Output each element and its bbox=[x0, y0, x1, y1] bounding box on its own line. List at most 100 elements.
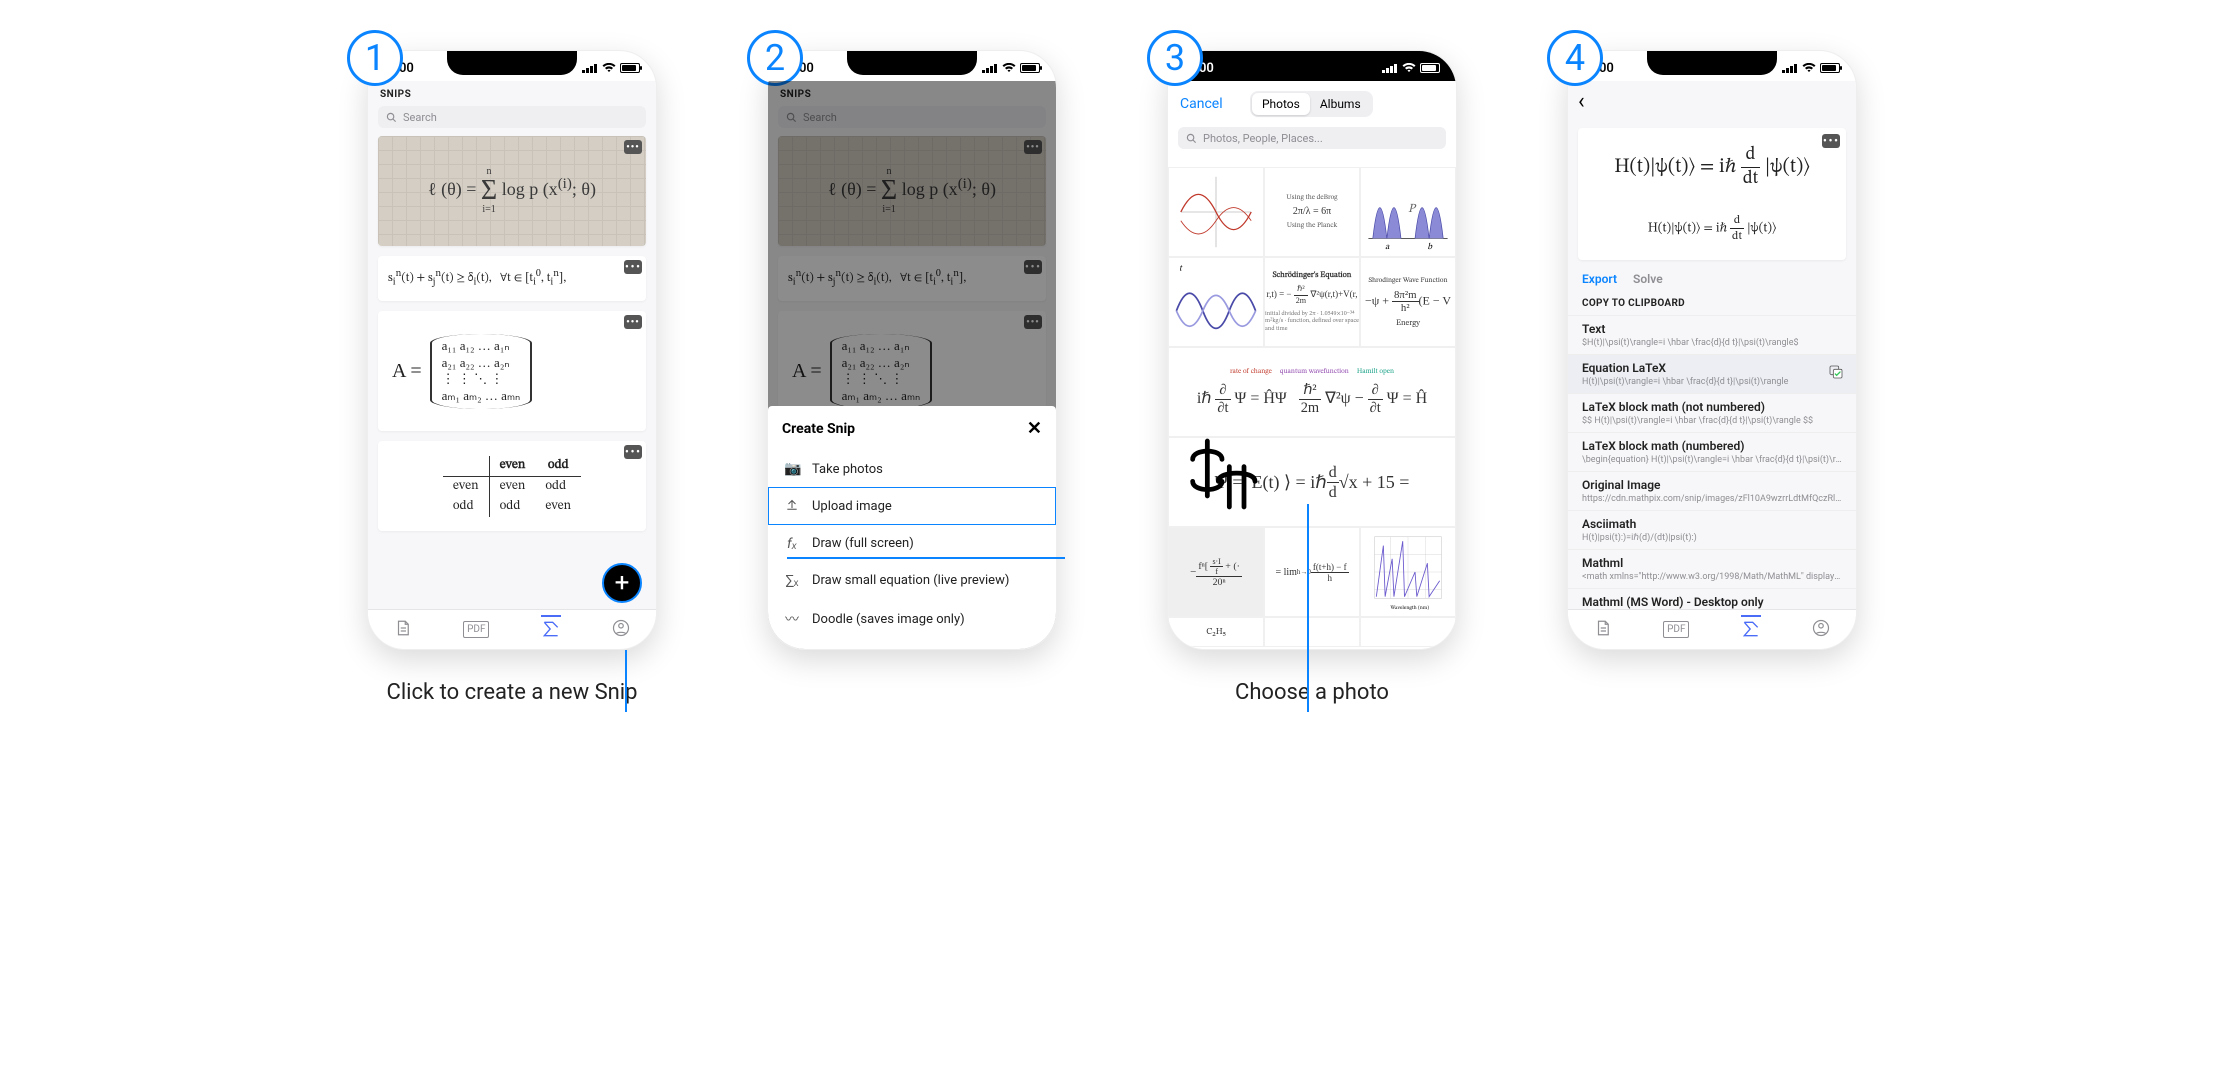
segmented-control[interactable]: Photos Albums bbox=[1250, 91, 1373, 117]
screen: SNIPS Search ••• ℓ (θ) = nΣi=1 log p (x(… bbox=[768, 81, 1056, 649]
photo-thumbnail[interactable]: P a b bbox=[1360, 167, 1456, 257]
create-snip-fab[interactable]: + bbox=[602, 563, 642, 603]
signal-icon bbox=[1782, 63, 1798, 73]
option-draw-small[interactable]: ∑ₓ Draw small equation (live preview) bbox=[768, 562, 1056, 599]
result-card: ••• H(t)|ψ(t)⟩ = iℏ ddt |ψ(t)⟩ H(t)|ψ(t)… bbox=[1578, 128, 1846, 260]
option-doodle[interactable]: 〰 Doodle (saves image only) bbox=[768, 599, 1056, 639]
photo-thumbnail[interactable]: Ψ = E(t) ⟩ = iℏ dd √x + 15 = bbox=[1168, 437, 1456, 527]
photo-picker-header: Cancel Photos Albums bbox=[1168, 81, 1456, 127]
sheet-title: Create Snip bbox=[782, 421, 855, 437]
more-icon[interactable]: ••• bbox=[624, 260, 642, 274]
photo-thumbnail[interactable]: Shrodinger Wave Function −ψ + 8π²mh²(E −… bbox=[1360, 257, 1456, 347]
status-icons bbox=[1382, 63, 1440, 73]
tab-profile-icon[interactable] bbox=[1812, 619, 1830, 641]
tab-pdf-icon[interactable]: PDF bbox=[1663, 621, 1689, 638]
signal-icon bbox=[582, 63, 598, 73]
phone-notch bbox=[847, 51, 977, 75]
back-button[interactable]: ‹ bbox=[1578, 89, 1585, 114]
signal-icon bbox=[982, 63, 998, 73]
more-icon[interactable]: ••• bbox=[624, 315, 642, 329]
svg-text:a: a bbox=[1385, 243, 1390, 252]
section-label: COPY TO CLIPBOARD bbox=[1568, 290, 1856, 315]
copy-item-equation-latex[interactable]: Equation LaTeX H(t)|\psi(t)\rangle=i \hb… bbox=[1568, 354, 1856, 393]
phone-frame: 9:00 SNIPS Search ••• ℓ (θ) = bbox=[767, 50, 1057, 650]
tab-bar: PDF bbox=[368, 609, 656, 649]
status-icons bbox=[982, 63, 1040, 73]
photo-thumbnail[interactable]: t bbox=[1168, 257, 1264, 347]
segment-photos[interactable]: Photos bbox=[1252, 93, 1310, 115]
step-caption: Click to create a new Snip bbox=[387, 680, 638, 705]
result-equation-large: H(t)|ψ(t)⟩ = iℏ ddt |ψ(t)⟩ bbox=[1588, 144, 1836, 191]
tab-doc-icon[interactable] bbox=[1594, 619, 1612, 641]
wifi-icon bbox=[1002, 63, 1016, 73]
copy-item-text[interactable]: Text $H(t)|\psi(t)\rangle=i \hbar \frac{… bbox=[1568, 315, 1856, 354]
search-placeholder: Photos, People, Places... bbox=[1203, 132, 1323, 145]
photos-search-input[interactable]: Photos, People, Places... bbox=[1178, 127, 1446, 149]
copy-item-asciimath[interactable]: Asciimath H(t)|psi(t):)=iℏ(d)/(dt)|psi(t… bbox=[1568, 510, 1856, 549]
search-input[interactable]: Search bbox=[378, 106, 646, 128]
schrodinger-title: Schrödinger's Equation bbox=[1273, 270, 1352, 280]
phone-notch bbox=[447, 51, 577, 75]
snip-equation-matrix: a₁₁ a₁₂ … a₁ₙ a₂₁ a₂₂ … a₂ₙ ⋮ ⋮ ⋱ ⋮ aₘ₁ … bbox=[430, 334, 533, 410]
callout-leader bbox=[1307, 504, 1309, 712]
status-icons bbox=[582, 63, 640, 73]
step-number-badge: 2 bbox=[747, 30, 803, 86]
snip-card[interactable]: ••• A = a₁₁ a₁₂ … a₁ₙ a₂₁ a₂₂ … a₂ₙ ⋮ ⋮ … bbox=[378, 311, 646, 431]
tab-pdf-icon[interactable]: PDF bbox=[463, 621, 489, 638]
photo-thumbnail[interactable]: Using the deBrog 2π/λ = 6π Using the Pla… bbox=[1264, 167, 1360, 257]
segment-albums[interactable]: Albums bbox=[1310, 93, 1371, 115]
phone-frame: 9:00 ‹ ••• H(t)|ψ(t)⟩ = iℏ ddt |ψ(t)⟩ bbox=[1567, 50, 1857, 650]
photo-thumbnail[interactable] bbox=[1360, 617, 1456, 647]
svg-text:P: P bbox=[1408, 203, 1417, 215]
status-icons bbox=[1782, 63, 1840, 73]
copy-item-original-image[interactable]: Original Image https://cdn.mathpix.com/s… bbox=[1568, 471, 1856, 510]
step-2: 2 9:00 SNIPS Search ••• bbox=[767, 50, 1057, 650]
option-take-photos[interactable]: 📷 Take photos bbox=[768, 451, 1056, 487]
search-placeholder: Search bbox=[403, 111, 437, 124]
photo-thumbnail[interactable] bbox=[1168, 167, 1264, 257]
tab-profile-icon[interactable] bbox=[612, 619, 630, 641]
photo-thumbnail[interactable] bbox=[1264, 617, 1360, 647]
wifi-icon bbox=[1802, 63, 1816, 73]
phone-notch bbox=[1647, 51, 1777, 75]
photo-thumbnail[interactable]: Schrödinger's Equation r,t) = − ℏ²2m ∇²ψ… bbox=[1264, 257, 1360, 347]
tab-sigma-icon[interactable] bbox=[541, 615, 561, 643]
photo-thumbnail[interactable]: = limh→0 f(t+h) − fh bbox=[1264, 527, 1360, 617]
option-label: Take photos bbox=[812, 462, 883, 477]
battery-icon bbox=[1420, 63, 1440, 73]
step-number-badge: 1 bbox=[347, 30, 403, 86]
step-number-badge: 4 bbox=[1547, 30, 1603, 86]
copy-item-block-math[interactable]: LaTeX block math (not numbered) $$ H(t)|… bbox=[1568, 393, 1856, 432]
svg-text:Wavelength (nm): Wavelength (nm) bbox=[1389, 604, 1429, 611]
more-icon[interactable]: ••• bbox=[1822, 134, 1840, 148]
photo-thumbnail[interactable]: Wavelength (nm) bbox=[1360, 527, 1456, 617]
snip-card[interactable]: ••• ℓ (θ) = nΣi=1 log p (x(i); θ) bbox=[378, 136, 646, 246]
signal-icon bbox=[1382, 63, 1398, 73]
cancel-button[interactable]: Cancel bbox=[1180, 96, 1223, 112]
callout-leader bbox=[625, 650, 627, 712]
snip-card[interactable]: ••• sin(t) + sjn(t) ≥ δi(t), ∀t ∈ [ti0, … bbox=[378, 256, 646, 301]
step-1: 1 9:00 SNIPS Search ••• bbox=[367, 50, 657, 705]
camera-icon: 📷 bbox=[784, 461, 800, 477]
option-upload-image[interactable]: Upload image bbox=[768, 487, 1056, 525]
copy-item-block-math-numbered[interactable]: LaTeX block math (numbered) \begin{equat… bbox=[1568, 432, 1856, 471]
more-icon[interactable]: ••• bbox=[624, 445, 642, 459]
photo-thumbnail[interactable]: rate of change quantum wavefunction Hami… bbox=[1168, 347, 1456, 437]
svg-text:b: b bbox=[1427, 242, 1433, 252]
more-icon[interactable]: ••• bbox=[624, 140, 642, 154]
photo-thumbnail[interactable]: − fⁿ[ s·If + (·20ⁿ bbox=[1168, 527, 1264, 617]
wifi-icon bbox=[602, 63, 616, 73]
option-label: Upload image bbox=[812, 499, 892, 514]
tab-sigma-icon[interactable] bbox=[1741, 615, 1761, 643]
close-icon[interactable]: ✕ bbox=[1027, 418, 1042, 439]
tab-doc-icon[interactable] bbox=[394, 619, 412, 641]
option-label: Doodle (saves image only) bbox=[812, 612, 965, 627]
copy-item-mathml[interactable]: Mathml <math xmlns="http://www.w3.org/19… bbox=[1568, 549, 1856, 588]
photo-thumbnail[interactable]: C₂H₅ bbox=[1168, 617, 1264, 647]
snip-card[interactable]: ••• evenodd evenevenodd oddoddeven bbox=[378, 441, 646, 531]
tab-export[interactable]: Export bbox=[1582, 272, 1617, 286]
export-solve-tabs: Export Solve bbox=[1568, 266, 1856, 290]
step-number-badge: 3 bbox=[1147, 30, 1203, 86]
tab-solve[interactable]: Solve bbox=[1633, 272, 1663, 286]
doodle-icon: 〰 bbox=[784, 609, 800, 629]
